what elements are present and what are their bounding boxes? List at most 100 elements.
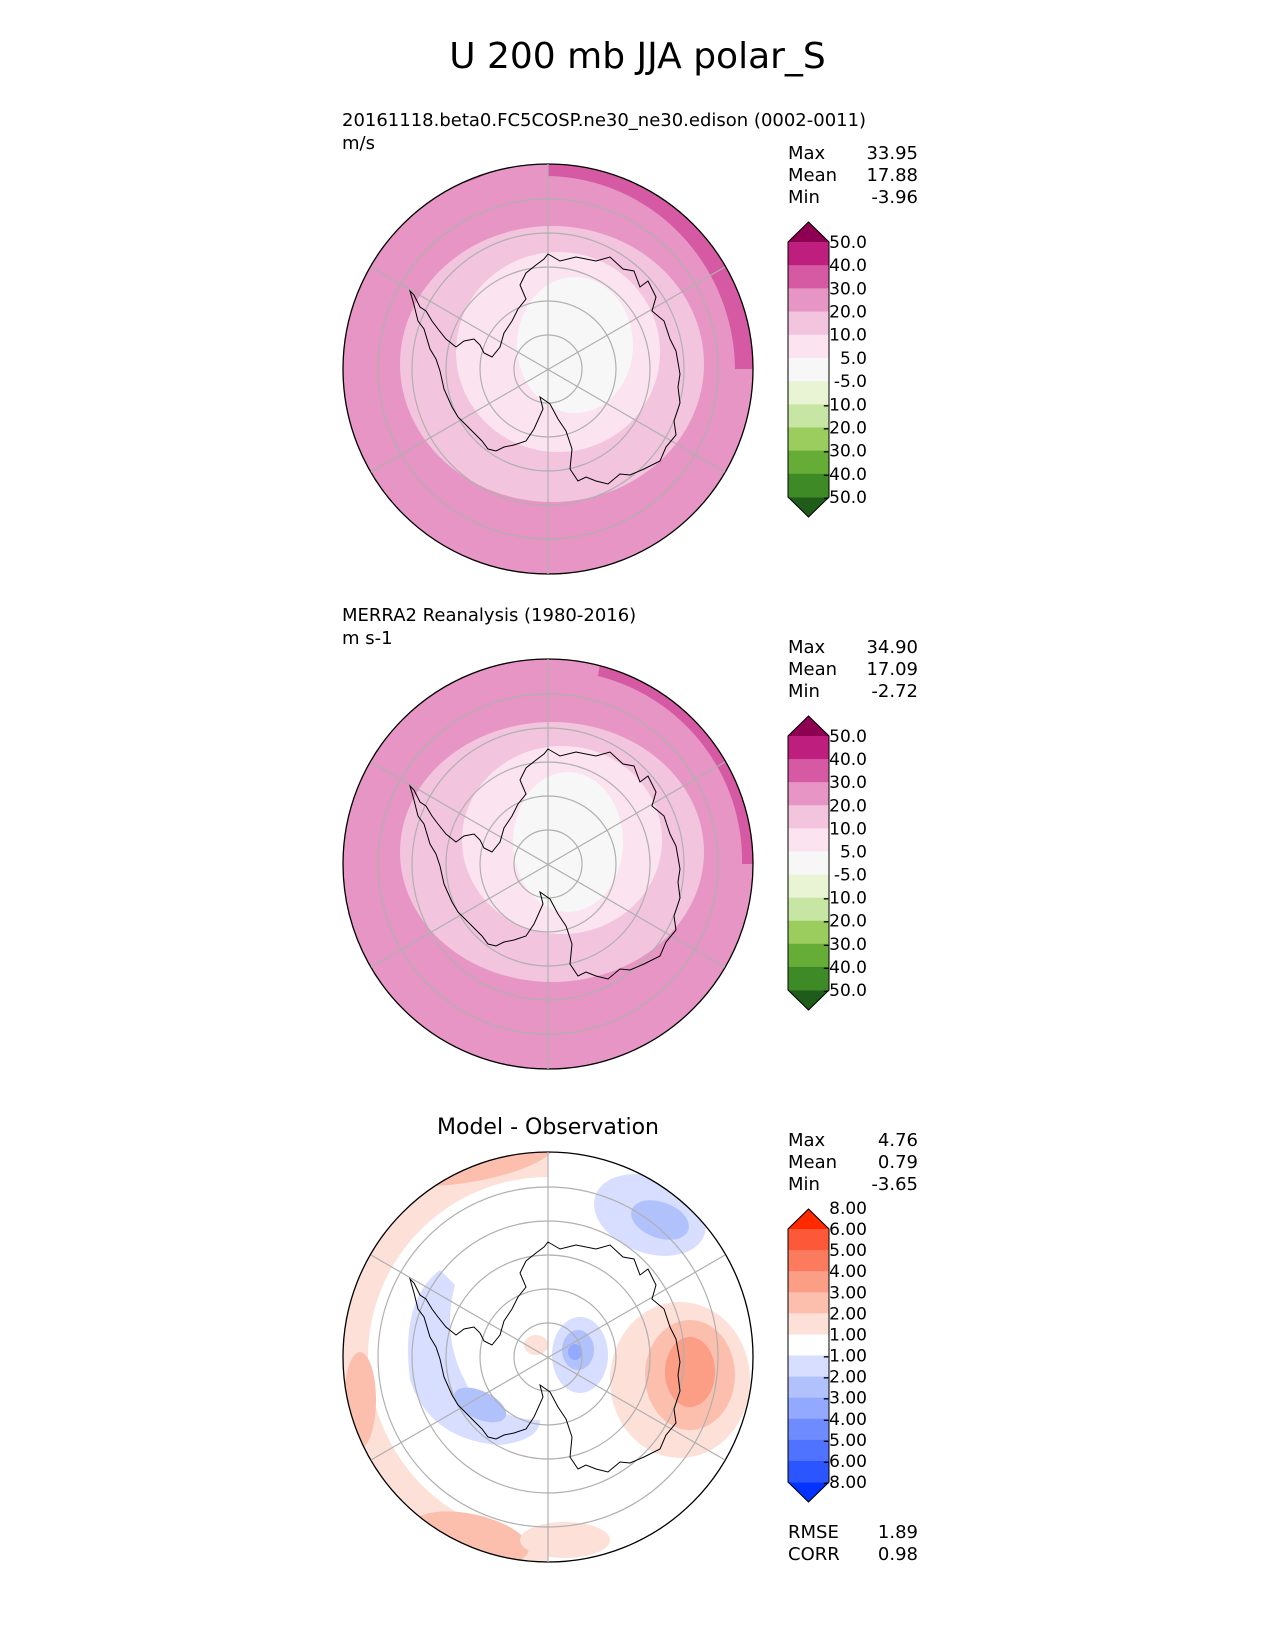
colorbar-segment bbox=[788, 828, 829, 852]
stat-label: Max bbox=[788, 637, 826, 658]
colorbar-segment bbox=[788, 357, 829, 382]
colorbar-segment bbox=[788, 427, 829, 452]
stat-label: Mean bbox=[788, 1152, 838, 1173]
colorbar-tick-label: -5.00 bbox=[823, 1431, 867, 1451]
colorbar-segment bbox=[788, 1229, 829, 1251]
colorbar-tick-label: 4.00 bbox=[829, 1262, 867, 1282]
colorbar-tick-label: -10.0 bbox=[823, 395, 867, 415]
colorbar-segment bbox=[788, 334, 829, 359]
colorbar-segment bbox=[788, 874, 829, 899]
colorbar-segment bbox=[788, 759, 829, 783]
stat-value: 0.79 bbox=[877, 1152, 918, 1173]
stat-label: Min bbox=[788, 1174, 820, 1195]
colorbar-extend-max bbox=[788, 1209, 829, 1229]
stat-value: 17.09 bbox=[866, 659, 918, 680]
stat-label: Min bbox=[788, 187, 820, 208]
diff-colorbar: -8.00-6.00-5.00-4.00-3.00-2.00-1.001.002… bbox=[787, 1199, 867, 1503]
colorbar-tick-label: 8.00 bbox=[829, 1199, 867, 1219]
colorbar-segment bbox=[788, 1334, 829, 1356]
colorbar-segment bbox=[788, 805, 829, 829]
colorbar-segment bbox=[788, 404, 829, 428]
colorbar-segment bbox=[788, 1439, 829, 1462]
colorbars: -50.0 -40.0 -30.0 -20.0 -10.0 -5.0 5.0 10.0 20.0… bbox=[787, 221, 867, 1503]
colorbar-tick-label: -50.0 bbox=[823, 488, 867, 508]
colorbar-segment bbox=[788, 782, 829, 806]
test-map bbox=[342, 163, 754, 575]
colorbar-segment bbox=[788, 1355, 829, 1378]
metric-value: 1.89 bbox=[877, 1522, 918, 1543]
stat-label: Max bbox=[788, 1130, 826, 1151]
colorbar-segment bbox=[788, 1250, 829, 1272]
colorbar-segment bbox=[788, 897, 829, 922]
colorbar-tick-label: 6.00 bbox=[829, 1220, 867, 1240]
colorbar-tick-label: -20.0 bbox=[823, 912, 867, 932]
colorbar-segment bbox=[788, 288, 829, 313]
colorbar-tick-label: 1.00 bbox=[829, 1325, 867, 1345]
colorbar-tick-label: 20.0 bbox=[829, 303, 867, 323]
stat-label: Max bbox=[788, 143, 826, 164]
colorbar-segment bbox=[788, 381, 829, 405]
colorbar-tick-label: 2.00 bbox=[829, 1304, 867, 1324]
stat-value: -3.96 bbox=[871, 187, 918, 208]
colorbar-tick-label: 5.00 bbox=[829, 1241, 867, 1261]
colorbar-extend-min bbox=[788, 990, 829, 1010]
reference-panel-units: m s-1 bbox=[342, 628, 393, 649]
stat-value: -3.65 bbox=[871, 1174, 918, 1195]
colorbar-extend-min bbox=[788, 497, 829, 517]
colorbar-tick-label: 30.0 bbox=[829, 279, 867, 299]
colorbar-tick-label: -4.00 bbox=[823, 1410, 867, 1430]
stat-value: 4.76 bbox=[877, 1130, 918, 1151]
colorbar-tick-label: -40.0 bbox=[823, 958, 867, 978]
stat-value: 34.90 bbox=[866, 637, 918, 658]
figure-title: U 200 mb JJA polar_S bbox=[449, 36, 826, 77]
colorbar-tick-label: 10.0 bbox=[829, 819, 867, 839]
colorbar-segment bbox=[788, 1292, 829, 1314]
colorbar-tick-label: -2.00 bbox=[823, 1368, 867, 1388]
colorbar-outline bbox=[787, 221, 830, 518]
colorbar-segment bbox=[788, 265, 829, 289]
reference-map bbox=[342, 658, 754, 1070]
colorbar-segment bbox=[788, 851, 829, 876]
colorbar-segment bbox=[788, 736, 829, 760]
colorbar-tick-label: -3.00 bbox=[823, 1389, 867, 1409]
colorbar-tick-label: 5.0 bbox=[840, 349, 867, 369]
metric-value: 0.98 bbox=[877, 1544, 918, 1565]
colorbar-tick-label: -10.0 bbox=[823, 889, 867, 909]
stat-label: Min bbox=[788, 681, 820, 702]
test-panel-title: 20161118.beta0.FC5COSP.ne30_ne30.edison … bbox=[342, 110, 867, 131]
colorbar-segment bbox=[788, 1376, 829, 1399]
colorbar-extend-min bbox=[788, 1482, 829, 1502]
stat-value: 33.95 bbox=[866, 143, 918, 164]
colorbar-tick-label: -1.00 bbox=[823, 1347, 867, 1367]
stat-value: 17.88 bbox=[866, 165, 918, 186]
reference-colorbar: -50.0 -40.0 -30.0 -20.0 -10.0 -5.0 5.0 10.0 20.0… bbox=[787, 715, 867, 1011]
colorbar-segment bbox=[788, 1397, 829, 1420]
colorbar-tick-label: 30.0 bbox=[829, 773, 867, 793]
metric-label: CORR bbox=[788, 1544, 840, 1565]
colorbar-tick-label: 50.0 bbox=[829, 233, 867, 253]
colorbar-outline bbox=[787, 715, 830, 1011]
metric-label: RMSE bbox=[788, 1522, 839, 1543]
colorbar-segment bbox=[788, 1418, 829, 1441]
stat-label: Mean bbox=[788, 165, 838, 186]
reference-stats: Max 34.90 Mean 17.09 Min -2.72 bbox=[788, 637, 918, 703]
stat-label: Mean bbox=[788, 659, 838, 680]
colorbar-tick-label: -5.0 bbox=[834, 866, 867, 886]
colorbar-tick-label: -30.0 bbox=[823, 442, 867, 462]
test-colorbar: -50.0 -40.0 -30.0 -20.0 -10.0 -5.0 5.0 10.0 20.0… bbox=[787, 221, 867, 518]
colorbar-segment bbox=[788, 966, 829, 991]
diff-map bbox=[342, 1151, 754, 1563]
colorbar-tick-label: -30.0 bbox=[823, 935, 867, 955]
colorbar-segment bbox=[788, 1271, 829, 1293]
colorbar-tick-label: 40.0 bbox=[829, 750, 867, 770]
colorbar-segment bbox=[788, 311, 829, 336]
colorbar-tick-label: -8.00 bbox=[823, 1473, 867, 1493]
colorbar-tick-label: 10.0 bbox=[829, 326, 867, 346]
diff-panel-title: Model - Observation bbox=[437, 1115, 659, 1140]
colorbar-tick-label: -40.0 bbox=[823, 465, 867, 485]
colorbar-segment bbox=[788, 450, 829, 475]
colorbar-segment bbox=[788, 473, 829, 498]
colorbar-extend-max bbox=[788, 716, 829, 736]
diff-metrics: RMSE 1.89 CORR 0.98 bbox=[788, 1522, 918, 1566]
